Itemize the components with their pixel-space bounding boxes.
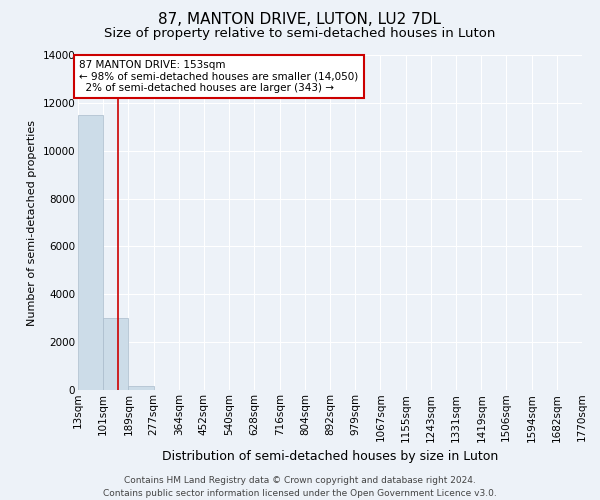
Text: 87 MANTON DRIVE: 153sqm
← 98% of semi-detached houses are smaller (14,050)
  2% : 87 MANTON DRIVE: 153sqm ← 98% of semi-de… xyxy=(79,60,359,93)
Text: Contains HM Land Registry data © Crown copyright and database right 2024.
Contai: Contains HM Land Registry data © Crown c… xyxy=(103,476,497,498)
Y-axis label: Number of semi-detached properties: Number of semi-detached properties xyxy=(27,120,37,326)
Bar xyxy=(103,318,128,390)
X-axis label: Distribution of semi-detached houses by size in Luton: Distribution of semi-detached houses by … xyxy=(162,450,498,463)
Text: 87, MANTON DRIVE, LUTON, LU2 7DL: 87, MANTON DRIVE, LUTON, LU2 7DL xyxy=(158,12,442,28)
Bar xyxy=(128,386,154,390)
Text: Size of property relative to semi-detached houses in Luton: Size of property relative to semi-detach… xyxy=(104,28,496,40)
Bar xyxy=(78,115,103,390)
